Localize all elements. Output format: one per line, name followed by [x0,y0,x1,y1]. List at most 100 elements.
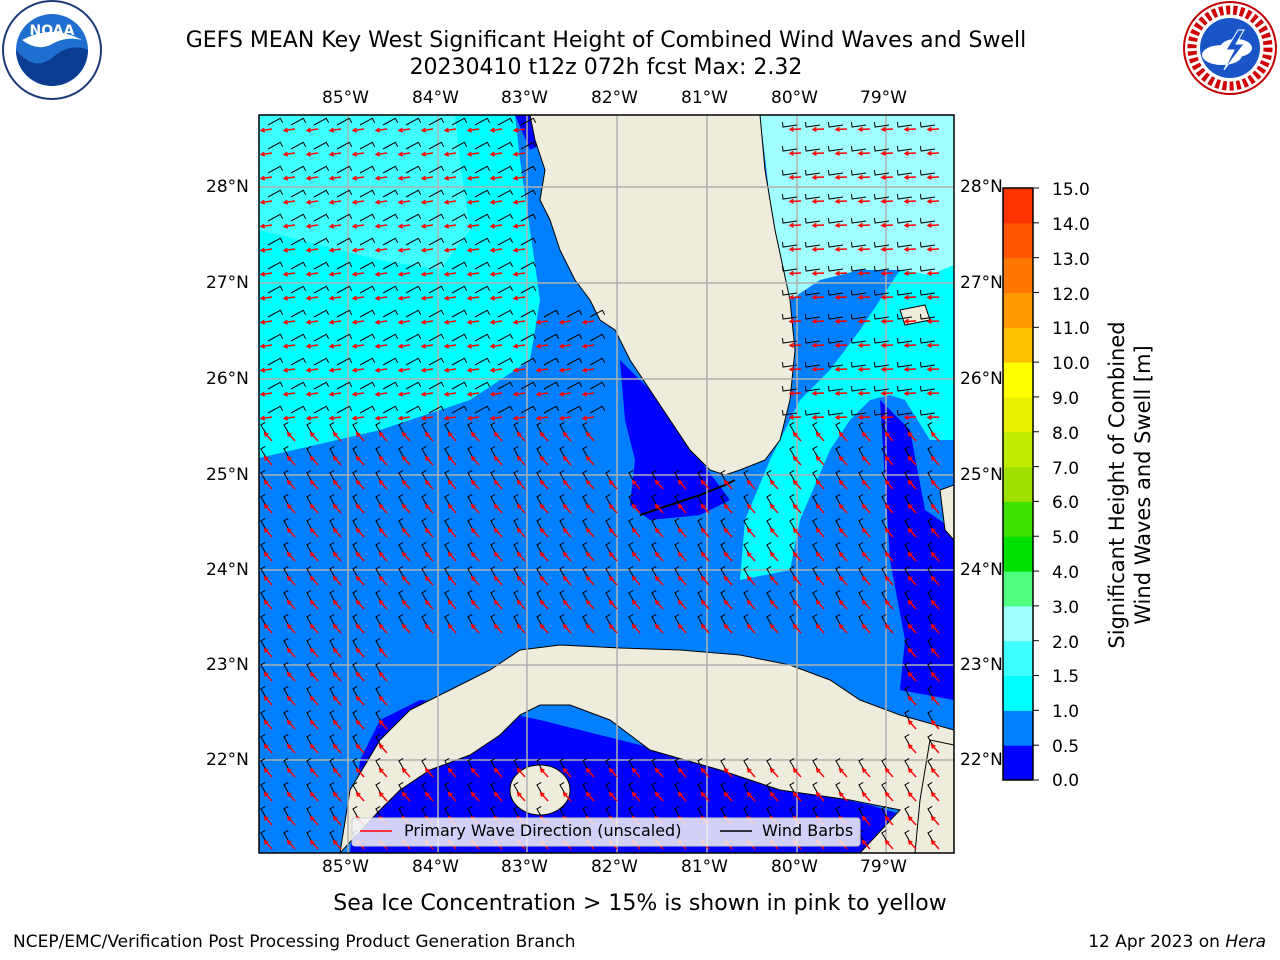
wave-direction-arrow [466,127,480,133]
wind-barb [267,213,284,222]
wave-direction-arrow [378,575,388,586]
wave-direction-arrow [305,199,319,205]
wave-direction-arrow [723,767,733,778]
wave-direction-arrow [926,294,940,300]
wave-direction-arrow [378,599,388,610]
wave-direction-arrow [355,695,365,706]
wave-direction-arrow [420,367,434,373]
wind-barb [850,338,867,344]
wind-barb [336,117,353,126]
wave-direction-arrow [769,479,779,490]
wave-direction-arrow [884,503,894,514]
wave-direction-arrow [792,599,802,610]
wave-direction-arrow [332,623,342,634]
wave-direction-arrow [493,551,503,562]
wave-direction-arrow [466,319,480,325]
wave-direction-arrow [585,479,595,490]
wave-direction-arrow [309,599,319,610]
wave-direction-arrow [631,479,641,490]
wave-direction-arrow [286,767,296,778]
wave-direction-arrow [309,743,319,754]
wind-barb [497,213,514,222]
wave-direction-arrow [420,319,434,325]
wave-direction-arrow [420,391,434,397]
lat-label: 27°N [206,273,249,293]
wind-barb [474,381,491,390]
wind-barb [267,357,284,366]
wave-direction-arrow [585,551,595,562]
wave-direction-arrow [631,527,641,538]
wave-direction-arrow [309,551,319,562]
wind-barb [827,194,844,200]
wave-direction-arrow [585,455,595,466]
colorbar-tick: 15.0 [1052,180,1090,200]
wave-direction-arrow [282,247,296,253]
wave-direction-arrow [838,431,848,442]
wind-barb [919,122,936,128]
wave-direction-arrow [309,623,319,634]
wave-direction-arrow [401,527,411,538]
wave-direction-arrow [857,390,871,396]
wave-direction-arrow [355,503,365,514]
wave-direction-arrow [815,551,825,562]
wind-barb [497,357,514,366]
wave-direction-arrow [788,150,802,156]
wave-direction-arrow [930,743,940,754]
lon-label: 82°W [591,857,638,877]
wind-barb [359,117,376,126]
wave-direction-arrow [374,223,388,229]
wave-direction-arrow [332,599,342,610]
wave-direction-arrow [903,342,917,348]
wave-direction-arrow [677,791,687,802]
wind-barb [781,146,798,152]
wind-barb [451,381,468,390]
wind-barb [451,309,468,318]
wave-direction-arrow [723,551,733,562]
colorbar-tick: 13.0 [1052,250,1090,270]
wave-direction-arrow [677,575,687,586]
wave-and-wind-vectors [259,117,940,850]
wind-barb [405,333,422,342]
wave-direction-arrow [700,767,710,778]
wind-barb [313,189,330,198]
wave-direction-arrow [608,503,618,514]
wave-direction-arrow [259,367,273,373]
wind-barb [919,266,936,272]
lat-label: 27°N [960,273,1003,293]
wave-direction-arrow [466,367,480,373]
wind-barb [474,357,491,366]
wind-barb [382,309,399,318]
wave-direction-arrow [880,174,894,180]
wave-direction-arrow [374,271,388,277]
wave-direction-arrow [328,223,342,229]
wave-direction-arrow [512,367,526,373]
wind-barb [827,314,844,320]
wave-height-band-0.0-0.5-cuba-south [350,700,954,853]
wave-direction-arrow [535,319,549,325]
wave-direction-arrow [466,391,480,397]
wave-direction-arrow [788,390,802,396]
wave-direction-arrow [282,343,296,349]
wave-direction-arrow [263,719,273,730]
wind-barb [382,165,399,174]
wave-direction-arrow [447,479,457,490]
wind-barb [896,218,913,224]
wave-direction-arrow [263,767,273,778]
wave-direction-arrow [539,623,549,634]
wave-direction-arrow [815,527,825,538]
wave-direction-arrow [838,455,848,466]
wave-direction-arrow [466,199,480,205]
wave-direction-arrow [355,575,365,586]
wave-direction-arrow [930,839,940,850]
wind-barb [827,146,844,152]
legend-wave-label: Primary Wave Direction (unscaled) [404,821,682,840]
wave-direction-arrow [263,503,273,514]
wind-barb [896,290,913,296]
wave-direction-arrow [328,175,342,181]
colorbar-bin [1003,605,1033,642]
wave-direction-arrow [581,367,595,373]
wave-direction-arrow [420,247,434,253]
wave-direction-arrow [792,791,802,802]
wind-barb [804,290,821,296]
wave-direction-arrow [263,791,273,802]
